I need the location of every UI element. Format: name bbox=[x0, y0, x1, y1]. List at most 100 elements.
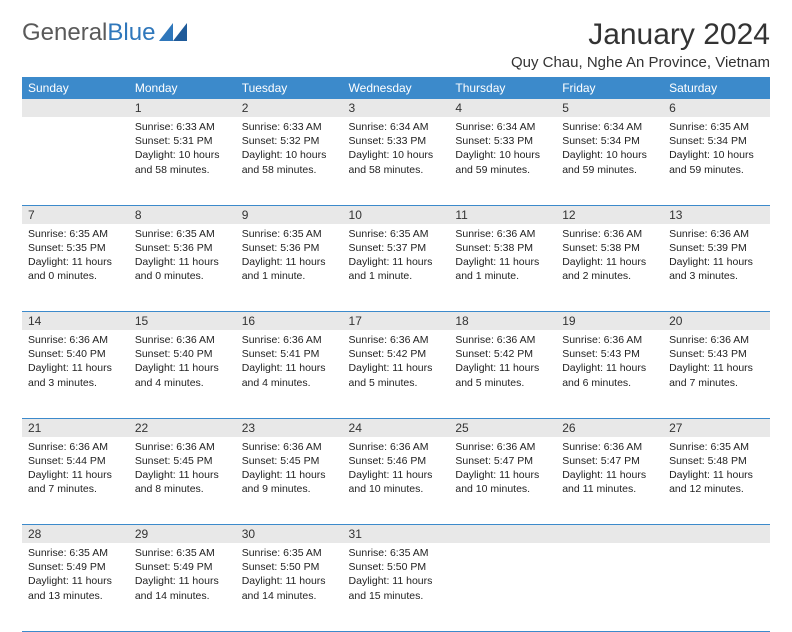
sunrise-text: Sunrise: 6:36 AM bbox=[242, 333, 337, 347]
sunset-text: Sunset: 5:38 PM bbox=[455, 241, 550, 255]
daylight-text: Daylight: 11 hours and 14 minutes. bbox=[135, 574, 230, 602]
calendar-cell bbox=[449, 543, 556, 631]
sunset-text: Sunset: 5:44 PM bbox=[28, 454, 123, 468]
month-title: January 2024 bbox=[511, 18, 770, 52]
sunrise-text: Sunrise: 6:35 AM bbox=[669, 120, 764, 134]
sunrise-text: Sunrise: 6:35 AM bbox=[135, 546, 230, 560]
calendar-cell: Sunrise: 6:35 AMSunset: 5:50 PMDaylight:… bbox=[343, 543, 450, 631]
sunset-text: Sunset: 5:43 PM bbox=[669, 347, 764, 361]
day-number: 7 bbox=[22, 205, 129, 224]
day-number: 14 bbox=[22, 312, 129, 331]
calendar-cell: Sunrise: 6:36 AMSunset: 5:47 PMDaylight:… bbox=[449, 437, 556, 525]
calendar-cell bbox=[22, 117, 129, 205]
day-number: 17 bbox=[343, 312, 450, 331]
weekday-header: Sunday bbox=[22, 77, 129, 99]
sunrise-text: Sunrise: 6:34 AM bbox=[562, 120, 657, 134]
day-content-row: Sunrise: 6:36 AMSunset: 5:44 PMDaylight:… bbox=[22, 437, 770, 525]
calendar-cell: Sunrise: 6:36 AMSunset: 5:45 PMDaylight:… bbox=[236, 437, 343, 525]
sunrise-text: Sunrise: 6:33 AM bbox=[242, 120, 337, 134]
sunset-text: Sunset: 5:36 PM bbox=[242, 241, 337, 255]
sunrise-text: Sunrise: 6:35 AM bbox=[135, 227, 230, 241]
day-number-row: 28293031 bbox=[22, 525, 770, 544]
sunset-text: Sunset: 5:47 PM bbox=[562, 454, 657, 468]
daylight-text: Daylight: 11 hours and 1 minute. bbox=[349, 255, 444, 283]
day-number: 19 bbox=[556, 312, 663, 331]
day-number: 18 bbox=[449, 312, 556, 331]
day-number: 15 bbox=[129, 312, 236, 331]
calendar-cell: Sunrise: 6:36 AMSunset: 5:44 PMDaylight:… bbox=[22, 437, 129, 525]
sunrise-text: Sunrise: 6:35 AM bbox=[669, 440, 764, 454]
daylight-text: Daylight: 11 hours and 7 minutes. bbox=[28, 468, 123, 496]
daylight-text: Daylight: 11 hours and 1 minute. bbox=[242, 255, 337, 283]
calendar-cell: Sunrise: 6:36 AMSunset: 5:42 PMDaylight:… bbox=[449, 330, 556, 418]
calendar-cell: Sunrise: 6:33 AMSunset: 5:32 PMDaylight:… bbox=[236, 117, 343, 205]
sunset-text: Sunset: 5:33 PM bbox=[455, 134, 550, 148]
sunset-text: Sunset: 5:33 PM bbox=[349, 134, 444, 148]
sunrise-text: Sunrise: 6:35 AM bbox=[349, 227, 444, 241]
sunset-text: Sunset: 5:50 PM bbox=[349, 560, 444, 574]
logo-text-part2: Blue bbox=[107, 19, 155, 47]
calendar-cell: Sunrise: 6:33 AMSunset: 5:31 PMDaylight:… bbox=[129, 117, 236, 205]
sunrise-text: Sunrise: 6:36 AM bbox=[135, 440, 230, 454]
sunrise-text: Sunrise: 6:36 AM bbox=[669, 227, 764, 241]
title-block: January 2024 Quy Chau, Nghe An Province,… bbox=[511, 18, 770, 71]
daylight-text: Daylight: 10 hours and 58 minutes. bbox=[135, 148, 230, 176]
day-content-row: Sunrise: 6:33 AMSunset: 5:31 PMDaylight:… bbox=[22, 117, 770, 205]
daylight-text: Daylight: 11 hours and 2 minutes. bbox=[562, 255, 657, 283]
calendar-cell: Sunrise: 6:36 AMSunset: 5:43 PMDaylight:… bbox=[663, 330, 770, 418]
daylight-text: Daylight: 11 hours and 4 minutes. bbox=[135, 361, 230, 389]
day-number: 4 bbox=[449, 99, 556, 117]
day-number-row: 21222324252627 bbox=[22, 418, 770, 437]
daylight-text: Daylight: 11 hours and 10 minutes. bbox=[349, 468, 444, 496]
day-content-row: Sunrise: 6:36 AMSunset: 5:40 PMDaylight:… bbox=[22, 330, 770, 418]
day-number: 12 bbox=[556, 205, 663, 224]
sunrise-text: Sunrise: 6:35 AM bbox=[28, 227, 123, 241]
sunset-text: Sunset: 5:45 PM bbox=[242, 454, 337, 468]
sunrise-text: Sunrise: 6:35 AM bbox=[242, 227, 337, 241]
day-content-row: Sunrise: 6:35 AMSunset: 5:49 PMDaylight:… bbox=[22, 543, 770, 631]
calendar-cell: Sunrise: 6:35 AMSunset: 5:34 PMDaylight:… bbox=[663, 117, 770, 205]
daylight-text: Daylight: 11 hours and 11 minutes. bbox=[562, 468, 657, 496]
sunset-text: Sunset: 5:40 PM bbox=[135, 347, 230, 361]
day-number bbox=[556, 525, 663, 544]
calendar-cell: Sunrise: 6:35 AMSunset: 5:50 PMDaylight:… bbox=[236, 543, 343, 631]
sunset-text: Sunset: 5:47 PM bbox=[455, 454, 550, 468]
daylight-text: Daylight: 11 hours and 0 minutes. bbox=[135, 255, 230, 283]
calendar-week: 78910111213Sunrise: 6:35 AMSunset: 5:35 … bbox=[22, 205, 770, 312]
sunset-text: Sunset: 5:39 PM bbox=[669, 241, 764, 255]
calendar-cell: Sunrise: 6:35 AMSunset: 5:36 PMDaylight:… bbox=[129, 224, 236, 312]
calendar-cell: Sunrise: 6:36 AMSunset: 5:40 PMDaylight:… bbox=[22, 330, 129, 418]
weekday-header: Monday bbox=[129, 77, 236, 99]
day-number: 2 bbox=[236, 99, 343, 117]
sunset-text: Sunset: 5:37 PM bbox=[349, 241, 444, 255]
calendar-cell: Sunrise: 6:36 AMSunset: 5:39 PMDaylight:… bbox=[663, 224, 770, 312]
daylight-text: Daylight: 10 hours and 59 minutes. bbox=[562, 148, 657, 176]
header: GeneralBlue January 2024 Quy Chau, Nghe … bbox=[22, 18, 770, 71]
daylight-text: Daylight: 11 hours and 10 minutes. bbox=[455, 468, 550, 496]
daylight-text: Daylight: 10 hours and 59 minutes. bbox=[669, 148, 764, 176]
day-number: 30 bbox=[236, 525, 343, 544]
calendar-cell: Sunrise: 6:36 AMSunset: 5:40 PMDaylight:… bbox=[129, 330, 236, 418]
sunrise-text: Sunrise: 6:36 AM bbox=[455, 440, 550, 454]
sunrise-text: Sunrise: 6:36 AM bbox=[562, 227, 657, 241]
sunrise-text: Sunrise: 6:36 AM bbox=[562, 333, 657, 347]
day-number: 6 bbox=[663, 99, 770, 117]
day-number: 25 bbox=[449, 418, 556, 437]
calendar-cell bbox=[663, 543, 770, 631]
sunset-text: Sunset: 5:41 PM bbox=[242, 347, 337, 361]
calendar-cell: Sunrise: 6:35 AMSunset: 5:49 PMDaylight:… bbox=[129, 543, 236, 631]
sunrise-text: Sunrise: 6:36 AM bbox=[28, 333, 123, 347]
day-content-row: Sunrise: 6:35 AMSunset: 5:35 PMDaylight:… bbox=[22, 224, 770, 312]
day-number: 22 bbox=[129, 418, 236, 437]
sunrise-text: Sunrise: 6:36 AM bbox=[135, 333, 230, 347]
daylight-text: Daylight: 11 hours and 0 minutes. bbox=[28, 255, 123, 283]
daylight-text: Daylight: 11 hours and 3 minutes. bbox=[669, 255, 764, 283]
calendar-cell: Sunrise: 6:35 AMSunset: 5:49 PMDaylight:… bbox=[22, 543, 129, 631]
day-number: 26 bbox=[556, 418, 663, 437]
day-number: 11 bbox=[449, 205, 556, 224]
sunrise-text: Sunrise: 6:35 AM bbox=[28, 546, 123, 560]
sunset-text: Sunset: 5:45 PM bbox=[135, 454, 230, 468]
day-number bbox=[663, 525, 770, 544]
calendar-cell: Sunrise: 6:36 AMSunset: 5:45 PMDaylight:… bbox=[129, 437, 236, 525]
calendar-cell: Sunrise: 6:36 AMSunset: 5:47 PMDaylight:… bbox=[556, 437, 663, 525]
